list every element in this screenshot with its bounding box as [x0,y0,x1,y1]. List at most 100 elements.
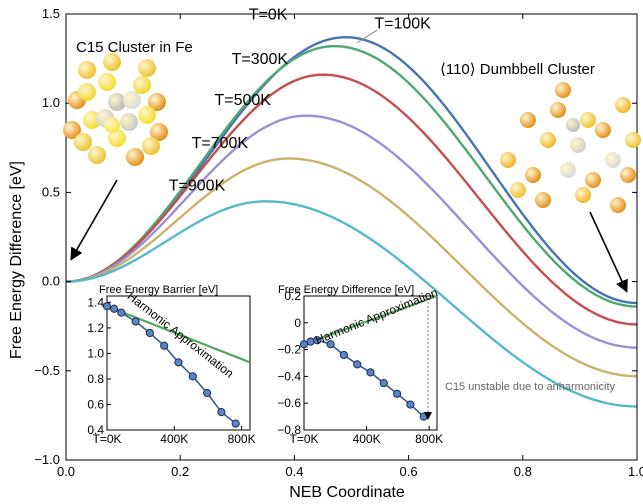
atom [142,137,160,155]
inset-y-tick-label: −0.8 [277,423,301,437]
inset-harmonic-line [303,294,438,346]
inset-y-tick-label: −0.6 [277,396,301,410]
main-curves [65,35,638,408]
y-tick-label: 0.5 [42,184,60,199]
inset2-note: C15 unstable due to anharmonicity [445,381,615,393]
atom [126,148,144,166]
atom [525,167,541,183]
x-tick-label: 0.0 [57,464,75,479]
y-tick-label: 1.5 [42,6,60,21]
dumbbell-arrow [589,211,628,293]
inset-harmonic-line [106,305,251,364]
inset-y-tick-label: 1.4 [87,295,104,309]
series-line-t-100k [65,44,638,308]
inset-free-energy-difference: 0.2 0 −0.2 −0.4 −0.6 −0.8T=0K 400K 800K [277,289,443,446]
atom [540,132,556,148]
inset1-title: Free Energy Barrier [eV] [99,284,218,296]
y-tick-label: 0.0 [42,274,60,289]
atom [123,91,141,109]
atom [150,123,168,141]
atom [550,102,566,118]
atom [133,76,151,94]
atom [78,61,96,79]
atom [104,117,120,133]
inset-y-tick-label: −0.4 [277,369,301,383]
series-line-t-700k [65,157,638,378]
inset-data-point [306,337,315,346]
atom [138,59,156,77]
atom [580,112,596,128]
series-label: T=0K [249,6,288,23]
atom [585,172,601,188]
inset-data-point [299,340,309,349]
dumbbell-cluster-label: ⟨110⟩ Dumbbell Cluster [440,61,595,78]
atom [98,73,116,91]
series-label: T=300K [232,51,289,68]
atom [520,112,536,128]
atom [595,122,611,138]
inset-y-tick-label: 1.0 [87,346,104,360]
atom [605,152,621,168]
inset-data-point [174,358,183,367]
series-label: T=100K [374,15,431,32]
series-line-t-900k [65,200,638,408]
y-tick-label: −1.0 [34,452,60,467]
c15-arrow [70,179,118,261]
inset-data-point [419,412,428,421]
y-axis-title: Free Energy Difference [eV] [8,161,25,359]
inset-data-point [110,304,119,313]
inset-data-point [160,341,169,350]
inset-x-tick-label: T=0K [92,432,121,446]
atom [148,93,166,111]
inset-data-point [326,340,335,349]
inset-x-tick-label: 400K [160,432,188,446]
inset-data-point [339,350,348,360]
label-leader-line [356,29,378,43]
atom [610,197,626,213]
inset-data-point [203,388,212,398]
atom [108,129,126,147]
x-tick-label: 0.6 [400,464,418,479]
inset-x-tick-label: 400K [353,432,381,446]
inset-data-point [406,400,415,409]
inset-data-point [117,308,126,317]
atom [108,93,126,111]
x-tick-label: 0.2 [171,464,189,479]
series-line-t-300k [65,73,638,326]
inset-y-tick-label: 0.6 [87,397,104,411]
atom [88,146,106,164]
inset-data-point [102,302,112,311]
dumbbell-cluster-image [500,82,641,213]
inset-y-tick-label: 0.4 [87,423,104,437]
y-tick-label: −0.5 [34,363,60,378]
x-tick-label: 1.0 [628,464,643,479]
inset-data-point [131,317,140,326]
inset2-title: Free Energy Difference [eV] [278,284,414,296]
curve-labels: T=0K T=100K T=300K T=500K T=700K T=900K [169,6,431,194]
inset-data-point [145,328,154,338]
x-tick-label: 0.4 [285,464,303,479]
atom [138,106,156,124]
atom [560,162,576,178]
inset-data-point [366,368,375,377]
x-tick-label: 0.8 [514,464,532,479]
atom [510,182,526,198]
atom [566,118,580,132]
inset-data-point [313,336,322,345]
atom [63,121,81,139]
series-label: T=900K [169,178,226,195]
inset-y-tick-label: −0.2 [277,343,301,357]
c15-cluster-label: C15 Cluster in Fe [76,39,193,56]
inset-y-tick-label: 0.8 [87,372,104,386]
inset-data-point [393,389,402,398]
y-tick-label: 1.0 [42,95,60,110]
inset-data-point [188,372,197,381]
inset-y-tick-label: 0.2 [284,289,301,303]
atom [570,137,586,153]
inset-x-tick-label: 800K [228,432,256,446]
main-ticks: 0.0 0.2 0.4 0.6 0.8 1.0 1.5 1.0 0.5 0.0 −0.5 −1.0 [34,6,643,479]
inset-data-point [217,408,226,417]
inset-data-point [379,379,388,388]
atom [74,133,92,151]
